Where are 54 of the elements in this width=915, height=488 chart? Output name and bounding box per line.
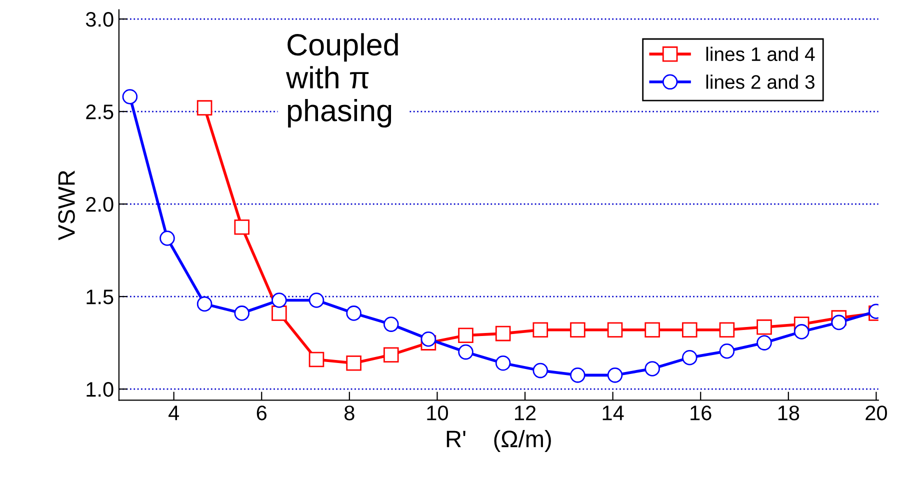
point xyxy=(831,314,847,330)
point xyxy=(495,356,511,371)
y-tick-label: 2.5 xyxy=(86,104,114,120)
point xyxy=(532,362,548,378)
point xyxy=(570,368,586,383)
point xyxy=(607,368,623,383)
point xyxy=(308,352,324,368)
point xyxy=(234,306,250,321)
x-axis-title: R' (Ω/m) xyxy=(446,430,551,452)
x-tick-label: 10 xyxy=(427,406,448,420)
legend-label: lines 2 and 3 xyxy=(706,74,814,89)
point xyxy=(383,347,399,362)
point xyxy=(308,292,324,308)
point xyxy=(644,322,660,338)
point xyxy=(532,322,548,338)
point xyxy=(346,306,362,321)
x-tick-label: 4 xyxy=(168,406,180,420)
point xyxy=(196,296,212,312)
point xyxy=(196,100,212,116)
point xyxy=(272,306,287,321)
point xyxy=(756,319,772,335)
point xyxy=(495,326,511,342)
x-tick-label: 12 xyxy=(515,406,536,420)
y-tick-label: 2.0 xyxy=(86,197,114,212)
point xyxy=(644,361,660,376)
point xyxy=(607,322,623,338)
point xyxy=(794,324,810,340)
annotation: Coupled with π phasing xyxy=(286,33,398,128)
point xyxy=(719,322,735,338)
legend-label: lines 1 and 4 xyxy=(706,46,815,62)
x-tick-label: 18 xyxy=(778,406,800,420)
point xyxy=(719,343,735,359)
y-axis-title: VSWR xyxy=(58,170,75,240)
x-tick-label: 6 xyxy=(256,406,266,420)
y-tick-label: 1.0 xyxy=(86,382,114,397)
point xyxy=(458,344,474,360)
point xyxy=(682,322,698,338)
x-tick-label: 16 xyxy=(690,406,712,420)
x-tick-label: 14 xyxy=(602,406,624,420)
point xyxy=(570,322,586,338)
point xyxy=(160,230,175,246)
x-tick-label: 20 xyxy=(866,406,887,420)
point xyxy=(234,220,250,235)
x-tick-label: 8 xyxy=(344,406,354,420)
point xyxy=(383,316,399,332)
point xyxy=(122,89,138,104)
point xyxy=(458,328,474,344)
point xyxy=(272,292,287,308)
point xyxy=(420,331,436,347)
y-tick-label: 1.5 xyxy=(86,290,114,304)
point xyxy=(756,335,772,350)
point xyxy=(682,350,698,366)
point xyxy=(346,356,362,371)
y-tick-label: 3.0 xyxy=(86,12,114,27)
